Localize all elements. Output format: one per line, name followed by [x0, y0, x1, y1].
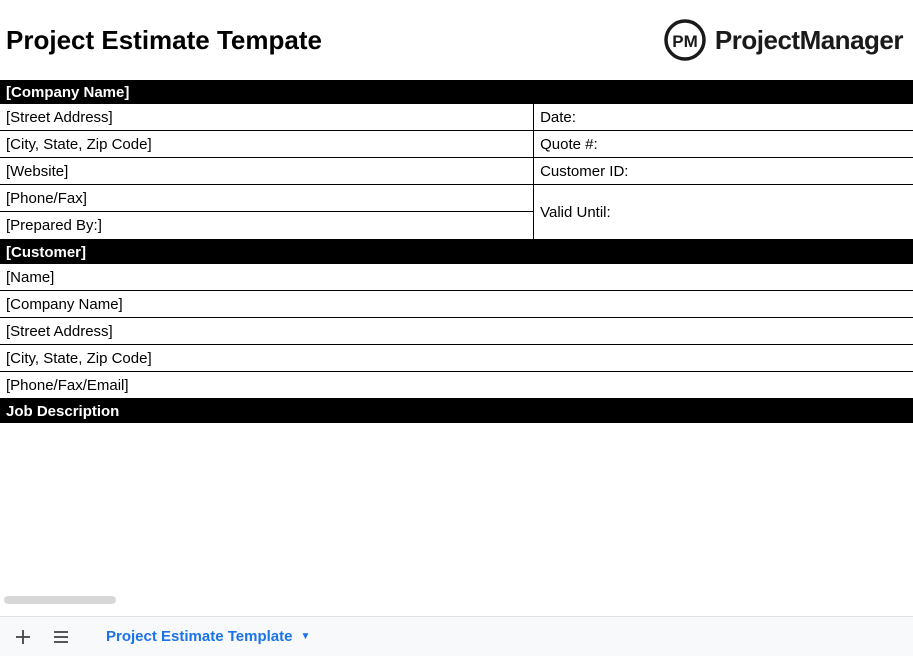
company-row-website: [Website] Customer ID: [0, 158, 913, 185]
brand-initials: PM [672, 32, 698, 51]
company-section-header: [Company Name] [0, 80, 913, 104]
brand-logo-icon: PM [663, 18, 707, 62]
customer-company-cell[interactable]: [Company Name] [0, 291, 913, 318]
valid-until-label-cell[interactable]: Valid Until: [534, 185, 913, 239]
company-phone-cell[interactable]: [Phone/Fax] [0, 185, 533, 212]
all-sheets-button[interactable] [42, 618, 80, 656]
customer-phone-cell[interactable]: [Phone/Fax/Email] [0, 372, 913, 399]
add-sheet-button[interactable] [4, 618, 42, 656]
horizontal-scrollbar[interactable] [4, 596, 908, 606]
company-row-city: [City, State, Zip Code] Quote #: [0, 131, 913, 158]
company-city-cell[interactable]: [City, State, Zip Code] [0, 131, 534, 158]
job-section-header: Job Description [0, 399, 913, 423]
chevron-down-icon: ▼ [300, 631, 310, 642]
company-row-phone-prepared: [Phone/Fax] [Prepared By:] Valid Until: [0, 185, 913, 240]
sheet-tab-label: Project Estimate Template [106, 628, 292, 645]
menu-icon [52, 628, 70, 646]
company-prepared-cell[interactable]: [Prepared By:] [0, 212, 533, 239]
scrollbar-thumb[interactable] [4, 596, 116, 604]
page-title: Project Estimate Tempate [6, 25, 322, 56]
date-label-cell[interactable]: Date: [534, 104, 913, 131]
company-left-stack: [Phone/Fax] [Prepared By:] [0, 185, 534, 239]
header-row: Project Estimate Tempate PM ProjectManag… [0, 0, 913, 80]
sheet-tab-active[interactable]: Project Estimate Template ▼ [92, 620, 324, 653]
quote-label-cell[interactable]: Quote #: [534, 131, 913, 158]
customer-id-label-cell[interactable]: Customer ID: [534, 158, 913, 185]
company-website-cell[interactable]: [Website] [0, 158, 534, 185]
sheets-bottom-bar: Project Estimate Template ▼ [0, 616, 913, 656]
customer-section-header: [Customer] [0, 240, 913, 264]
document-content: Project Estimate Tempate PM ProjectManag… [0, 0, 913, 610]
estimate-table: [Company Name] [Street Address] Date: [C… [0, 80, 913, 423]
company-street-cell[interactable]: [Street Address] [0, 104, 534, 131]
brand-text: ProjectManager [715, 25, 903, 56]
plus-icon [13, 627, 33, 647]
customer-name-cell[interactable]: [Name] [0, 264, 913, 291]
customer-street-cell[interactable]: [Street Address] [0, 318, 913, 345]
customer-city-cell[interactable]: [City, State, Zip Code] [0, 345, 913, 372]
brand: PM ProjectManager [663, 18, 903, 62]
company-row-street: [Street Address] Date: [0, 104, 913, 131]
